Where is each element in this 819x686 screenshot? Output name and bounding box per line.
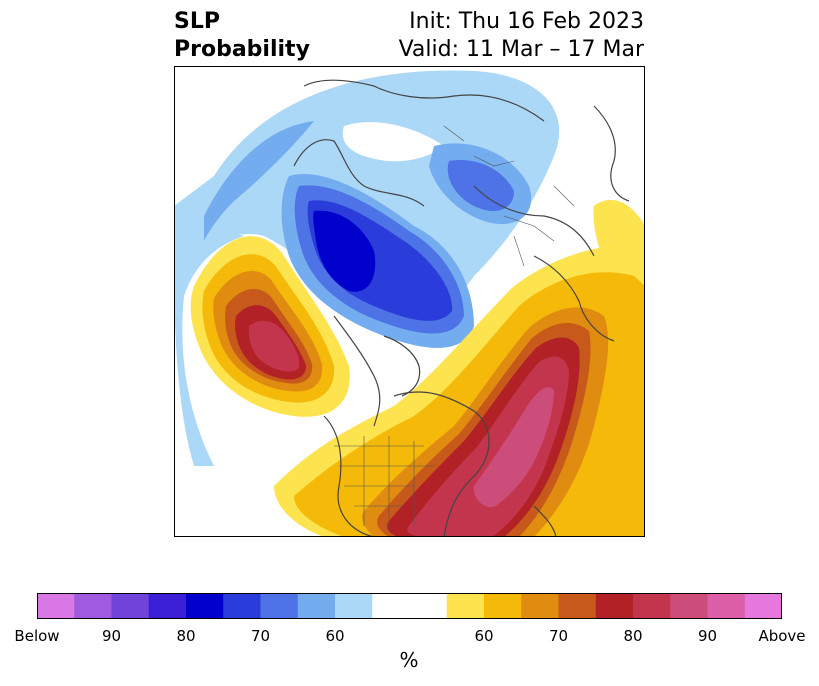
above-90-region-atlantic xyxy=(473,387,554,508)
colorbar-above-segment xyxy=(446,593,485,619)
below-60-region-west xyxy=(174,232,244,466)
map-title: SLP Probability xyxy=(174,8,310,64)
colorbar-tick-label: Below xyxy=(14,627,60,645)
above-85-region-pacific xyxy=(248,320,300,372)
above-85-region-atlantic xyxy=(407,356,569,537)
colorbar-tick-label: 60 xyxy=(474,627,494,645)
colorbar-tick-label: 70 xyxy=(250,627,271,645)
colorbar-neutral-segment xyxy=(372,593,448,619)
colorbar-above-segment xyxy=(521,593,559,619)
colorbar-above-segment xyxy=(595,593,634,619)
colorbar-below-segment xyxy=(37,593,75,619)
below-85-region xyxy=(313,210,376,292)
colorbar-above-segment xyxy=(558,593,597,619)
init-date-label: Init: Thu 16 Feb 2023 xyxy=(409,9,644,34)
colorbar-below-segment xyxy=(111,593,150,619)
neutral-region-north xyxy=(342,122,444,162)
colorbar-tick-label: 80 xyxy=(623,627,643,645)
colorbar-below-segment xyxy=(186,593,224,619)
colorbar-tick-label: 90 xyxy=(697,627,718,645)
colorbar-above-segment xyxy=(707,593,746,619)
valid-date-label: Valid: 11 Mar – 17 Mar xyxy=(398,37,644,62)
colorbar-below-segment xyxy=(335,593,373,619)
colorbar-above-segment xyxy=(484,593,522,619)
colorbar-tick-label: 90 xyxy=(101,627,122,645)
coastlines xyxy=(293,79,630,537)
colorbar-above-segment xyxy=(744,593,782,619)
colorbar xyxy=(37,593,782,619)
colorbar-tick-label: Above xyxy=(758,627,806,645)
colorbar-tick-label: 80 xyxy=(176,627,196,645)
date-info: Init: Thu 16 Feb 2023 Valid: 11 Mar – 17… xyxy=(399,8,644,64)
map-frame xyxy=(174,66,645,537)
below-60-region xyxy=(174,70,560,310)
political-borders xyxy=(334,125,575,531)
colorbar-below-segment xyxy=(260,593,299,619)
colorbar-below-segment xyxy=(74,593,112,619)
colorbar-below-segment xyxy=(297,593,336,619)
below-80-region-asia xyxy=(447,160,514,211)
colorbar-tick-label: 70 xyxy=(548,627,569,645)
colorbar-border xyxy=(37,593,782,619)
product-label: Probability xyxy=(174,37,310,62)
below-65-region xyxy=(204,121,314,241)
colorbar-above-segment xyxy=(670,593,708,619)
variable-label: SLP xyxy=(174,9,220,34)
colorbar-above-segment xyxy=(633,593,671,619)
probability-map xyxy=(174,66,645,537)
colorbar-below-segment xyxy=(223,593,261,619)
colorbar-unit-label: % xyxy=(399,648,419,672)
colorbar-below-segment xyxy=(148,593,187,619)
colorbar-tick-label: 60 xyxy=(325,627,345,645)
